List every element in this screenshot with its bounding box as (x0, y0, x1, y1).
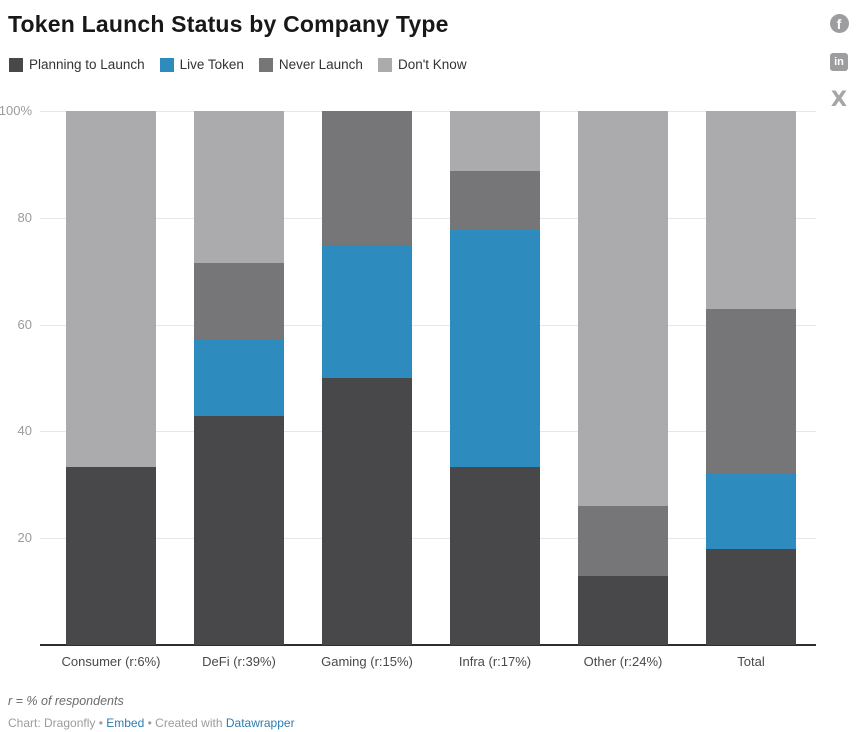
bar-segment (322, 244, 412, 378)
bar-segment (194, 263, 284, 340)
bar-segment (322, 111, 412, 245)
bar-column (194, 111, 284, 645)
social-share-rail: f in X (827, 13, 851, 110)
legend-label: Don't Know (397, 57, 467, 72)
legend-swatch (377, 57, 392, 72)
datawrapper-link[interactable]: Datawrapper (225, 716, 295, 730)
bar-segment (450, 170, 540, 231)
bar-segment (450, 111, 540, 171)
legend-swatch (159, 57, 174, 72)
x-axis-category-label: DeFi (r:39%) (202, 654, 276, 669)
legend-swatch (9, 57, 23, 72)
gridline-60 (40, 324, 816, 326)
bar-segment (194, 415, 284, 645)
bar-segment (706, 308, 796, 475)
chart-attribution: Chart: Dragonfly • Embed • Created with … (8, 716, 295, 730)
facebook-icon: f (829, 14, 849, 33)
page-title: Token Launch Status by Company Type (8, 11, 449, 37)
embed-link[interactable]: Embed (106, 716, 145, 730)
x-share-button[interactable]: X (829, 89, 850, 110)
x-axis-category-label: Total (737, 654, 765, 669)
bar-column (66, 111, 156, 645)
chart-legend: Planning to Launch Live Token Never Launch… (9, 57, 467, 72)
bar-segment (194, 111, 284, 264)
bar-column (322, 111, 412, 645)
chart-credit: Chart: Dragonfly (8, 716, 96, 730)
legend-label: Live Token (179, 57, 244, 72)
bar-segment (706, 548, 796, 645)
legend-item: Planning to Launch (9, 57, 145, 72)
bar-segment (578, 575, 668, 645)
bar-column (706, 111, 796, 645)
legend-item: Never Launch (258, 57, 363, 72)
bar-segment (706, 474, 796, 549)
gridline-80 (40, 217, 816, 219)
bar-column (450, 111, 540, 645)
x-axis-category-label: Consumer (r:6%) (61, 654, 161, 669)
bar-segment (578, 111, 668, 507)
bar-segment (578, 506, 668, 576)
x-twitter-icon: X (830, 87, 848, 111)
bar-segment (66, 467, 156, 645)
linkedin-icon: in (830, 52, 848, 71)
bar-segment (706, 111, 796, 309)
chart-plot-area: 20 40 60 80 100% Consumer (r:6%) DeFi (r:39%) G… (0, 103, 816, 669)
x-axis-category-label: Gaming (r:15%) (321, 654, 413, 669)
y-axis-tick-label: 80 (17, 209, 32, 225)
legend-item: Don't Know (377, 57, 467, 72)
bar-segment (322, 378, 412, 645)
y-axis-tick-label: 20 (17, 530, 32, 546)
bar-segment (194, 339, 284, 416)
bar-segment (66, 111, 156, 468)
x-axis-category-label: Other (r:24%) (583, 654, 663, 669)
created-with-text: Created with (155, 716, 226, 730)
y-axis-tick-label: 40 (17, 423, 32, 439)
x-axis-line (40, 644, 816, 646)
y-axis-tick-label: 100% (0, 103, 32, 118)
linkedin-share-button[interactable]: in (829, 51, 850, 72)
legend-item: Live Token (159, 57, 244, 72)
gridline-40 (40, 431, 816, 433)
bar-segment (450, 467, 540, 645)
legend-label: Never Launch (278, 57, 363, 72)
bar-column (578, 111, 668, 645)
gridline-100 (40, 111, 816, 112)
legend-swatch (258, 57, 273, 72)
gridline-20 (40, 538, 816, 540)
legend-label: Planning to Launch (29, 57, 145, 72)
facebook-share-button[interactable]: f (829, 13, 850, 34)
x-axis-category-label: Infra (r:17%) (458, 654, 532, 669)
bar-segment (450, 230, 540, 468)
attribution-bullet: • (95, 716, 107, 730)
chart-footnote: r = % of respondents (8, 694, 124, 708)
attribution-bullet: • (144, 716, 156, 730)
y-axis-tick-label: 60 (17, 316, 32, 332)
